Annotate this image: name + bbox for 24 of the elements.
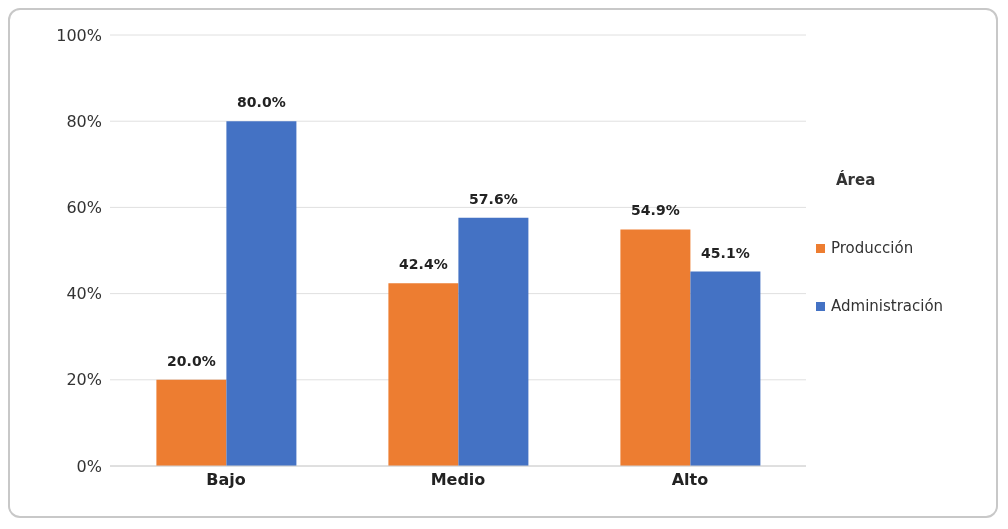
y-tick-label: 80%	[66, 111, 102, 131]
bar	[388, 283, 459, 466]
data-label: 20.0%	[167, 352, 216, 369]
y-tick-label: 100%	[56, 25, 102, 45]
y-tick-label: 0%	[76, 456, 102, 476]
data-label: 57.6%	[469, 190, 518, 207]
x-tick-label: Bajo	[206, 470, 246, 490]
legend-label: Producción	[831, 239, 914, 257]
legend-title: Área	[836, 171, 877, 189]
data-label: 54.9%	[631, 202, 680, 219]
data-label: 45.1%	[701, 244, 750, 261]
bar	[458, 217, 529, 466]
bar	[620, 229, 691, 466]
legend-label: Administración	[831, 297, 944, 315]
y-tick-label: 60%	[66, 198, 102, 218]
bar	[690, 271, 761, 466]
y-tick-label: 40%	[66, 284, 102, 304]
x-tick-label: Alto	[671, 470, 709, 490]
data-label: 42.4%	[399, 256, 448, 273]
data-label: 80.0%	[237, 94, 286, 111]
bar	[226, 121, 297, 466]
bar	[156, 379, 227, 466]
x-tick-label: Medio	[430, 470, 486, 490]
y-tick-label: 20%	[66, 370, 102, 390]
